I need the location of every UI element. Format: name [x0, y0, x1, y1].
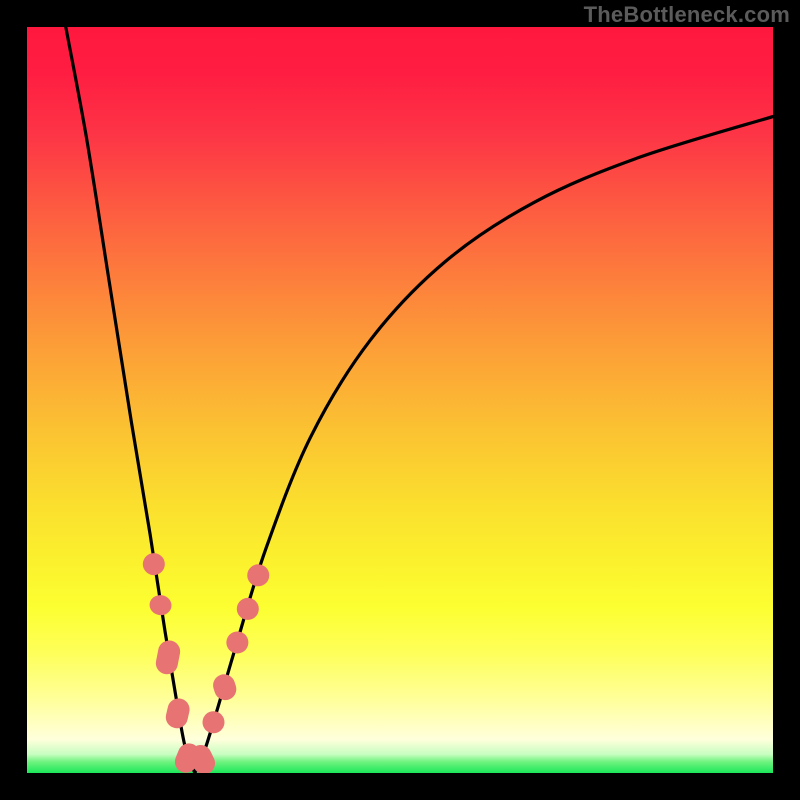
plot-background [27, 27, 773, 773]
chart-svg [0, 0, 800, 800]
chart-stage: TheBottleneck.com [0, 0, 800, 800]
